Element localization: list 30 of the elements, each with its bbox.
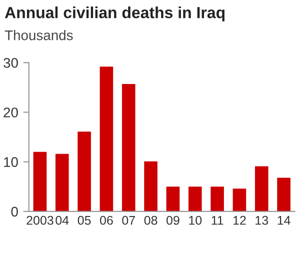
bar [166, 186, 180, 212]
x-tick-label: 07 [122, 216, 135, 225]
x-tick-label: 04 [56, 216, 69, 225]
bar [122, 84, 136, 212]
bar [277, 178, 290, 212]
y-tick-label: 20 [4, 108, 18, 118]
bar [188, 186, 202, 212]
x-tick-label: 13 [256, 216, 268, 225]
bar [232, 188, 246, 212]
bar [210, 186, 224, 212]
x-tick-label: 06 [100, 216, 113, 225]
bar [100, 66, 114, 212]
x-tick-label: 05 [78, 216, 91, 225]
x-tick-label: 09 [166, 216, 180, 225]
bar [78, 132, 91, 212]
bar [144, 161, 158, 212]
bar [55, 154, 69, 212]
x-tick-label: 14 [278, 216, 290, 225]
x-tick-label: 2003 [26, 216, 54, 225]
chart-subtitle: Thousands [4, 30, 73, 40]
x-tick-label: 08 [144, 216, 158, 225]
y-tick-label: 0 [11, 206, 18, 217]
y-tick-label: 10 [4, 157, 18, 167]
y-tick-label: 30 [4, 58, 18, 68]
bar [254, 166, 268, 212]
bar [33, 152, 47, 212]
chart-title: Annual civilian deaths in Iraq [4, 6, 224, 22]
x-tick-label: 11 [212, 216, 224, 225]
x-tick-label: 12 [233, 216, 246, 225]
x-tick-label: 10 [189, 216, 202, 225]
